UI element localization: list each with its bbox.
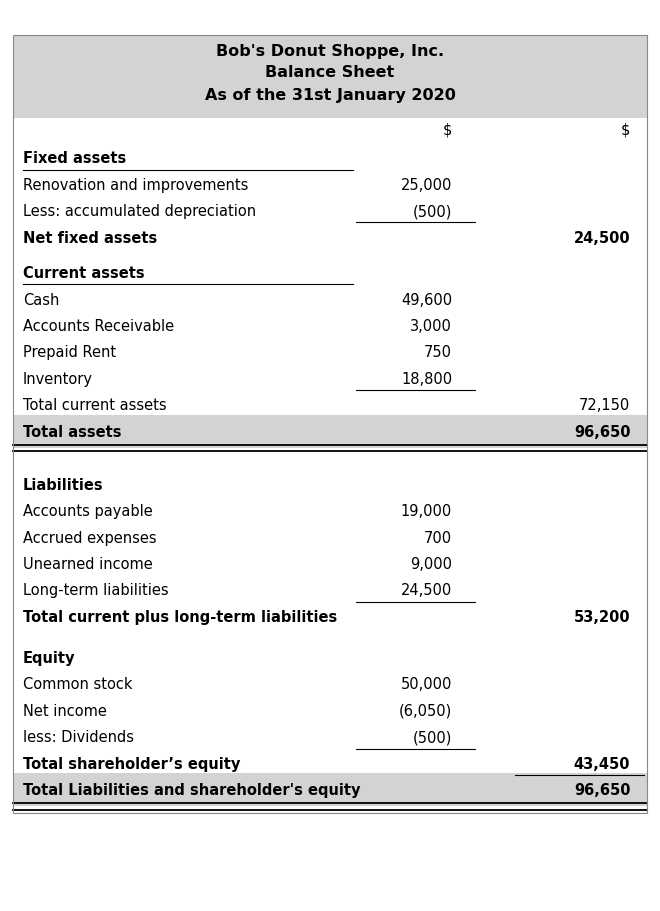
Text: Total current plus long-term liabilities: Total current plus long-term liabilities: [23, 609, 337, 624]
Text: Fixed assets: Fixed assets: [23, 151, 126, 166]
Text: Net fixed assets: Net fixed assets: [23, 230, 157, 245]
Bar: [13, 36, 647, 813]
Text: 24,500: 24,500: [401, 583, 452, 598]
Text: 19,000: 19,000: [401, 504, 452, 518]
Text: 3,000: 3,000: [411, 319, 452, 333]
Bar: [13, 773, 647, 806]
Text: 49,600: 49,600: [401, 292, 452, 307]
Text: Unearned income: Unearned income: [23, 557, 153, 571]
Bar: [13, 36, 647, 118]
Text: (500): (500): [412, 730, 452, 744]
Text: $: $: [621, 123, 630, 138]
Text: 53,200: 53,200: [574, 609, 630, 624]
Text: Prepaid Rent: Prepaid Rent: [23, 345, 116, 360]
Text: Less: accumulated depreciation: Less: accumulated depreciation: [23, 204, 256, 219]
Text: Liabilities: Liabilities: [23, 477, 104, 492]
Text: Accounts Receivable: Accounts Receivable: [23, 319, 174, 333]
Text: Net income: Net income: [23, 703, 107, 718]
Text: 96,650: 96,650: [574, 783, 630, 797]
Text: Cash: Cash: [23, 292, 59, 307]
Text: 700: 700: [424, 530, 452, 545]
Text: 24,500: 24,500: [574, 230, 630, 245]
Text: Bob's Donut Shoppe, Inc.: Bob's Donut Shoppe, Inc.: [216, 44, 444, 58]
Text: 50,000: 50,000: [401, 677, 452, 691]
Text: less: Dividends: less: Dividends: [23, 730, 134, 744]
Text: As of the 31st January 2020: As of the 31st January 2020: [205, 88, 455, 103]
Text: Balance Sheet: Balance Sheet: [265, 65, 395, 79]
Text: Renovation and improvements: Renovation and improvements: [23, 178, 248, 192]
Text: Inventory: Inventory: [23, 372, 93, 386]
Text: 96,650: 96,650: [574, 425, 630, 439]
Text: 25,000: 25,000: [401, 178, 452, 192]
Text: Accounts payable: Accounts payable: [23, 504, 153, 518]
Text: 72,150: 72,150: [579, 398, 630, 413]
Text: Total assets: Total assets: [23, 425, 121, 439]
Text: 18,800: 18,800: [401, 372, 452, 386]
Text: (6,050): (6,050): [399, 703, 452, 718]
Text: Total shareholder’s equity: Total shareholder’s equity: [23, 756, 240, 771]
Text: 9,000: 9,000: [410, 557, 452, 571]
Text: Common stock: Common stock: [23, 677, 133, 691]
Text: (500): (500): [412, 204, 452, 219]
Text: 750: 750: [424, 345, 452, 360]
Text: Long-term liabilities: Long-term liabilities: [23, 583, 169, 598]
Text: Accrued expenses: Accrued expenses: [23, 530, 156, 545]
Text: 43,450: 43,450: [574, 756, 630, 771]
Text: $: $: [443, 123, 452, 138]
Text: Total current assets: Total current assets: [23, 398, 167, 413]
Bar: [13, 415, 647, 448]
Text: Equity: Equity: [23, 650, 76, 665]
Text: Total Liabilities and shareholder's equity: Total Liabilities and shareholder's equi…: [23, 783, 360, 797]
Text: Current assets: Current assets: [23, 266, 145, 281]
